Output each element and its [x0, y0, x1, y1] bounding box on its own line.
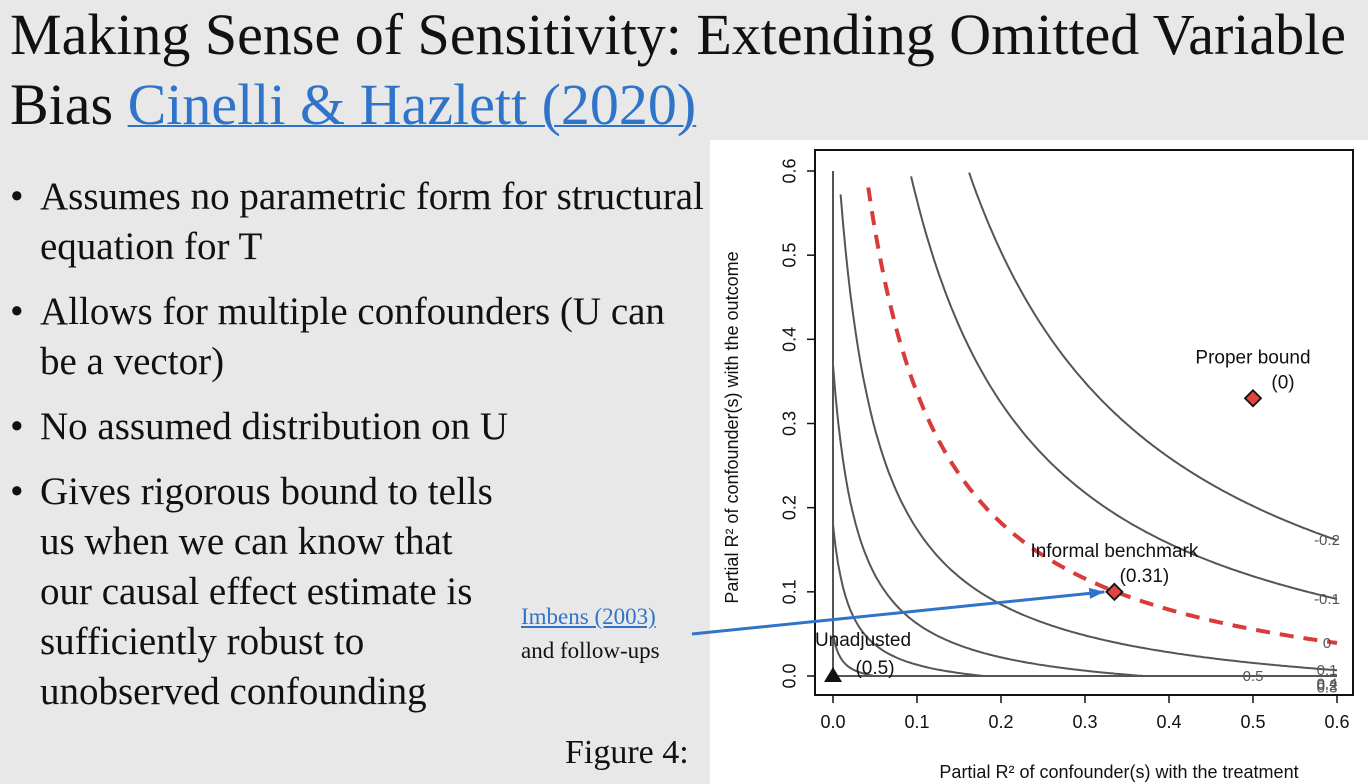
bullet-item: • No assumed distribution on U: [8, 402, 708, 452]
x-tick-label: 0.3: [1072, 712, 1097, 732]
contour-line: [839, 194, 1338, 672]
bullet-dot-icon: •: [10, 175, 24, 218]
unadjusted-point: [824, 667, 842, 682]
bullet-dot-icon: •: [10, 405, 24, 448]
contour-label: 0: [1323, 635, 1331, 652]
point-value-label: (0.31): [1120, 566, 1170, 587]
contour-label: 0.5: [1243, 668, 1264, 685]
y-tick-label: 0.0: [779, 663, 799, 688]
callout-text: and follow-ups: [521, 638, 660, 663]
y-tick-label: 0.1: [779, 579, 799, 604]
contour-line: [832, 524, 985, 677]
slide-title: Making Sense of Sensitivity: Extending O…: [10, 0, 1350, 140]
contour-label: 0.1: [1317, 662, 1338, 679]
contour-lines: 0.5 0.40.30.20.1 0 -0.1 -0.2: [832, 171, 1340, 696]
plot-frame: [814, 149, 1354, 696]
contour-line: [832, 633, 874, 677]
contour-plot-svg: 0.0 0.1 0.2 0.3 0.4 0.5 0.60.00.10.20.30.40.50…: [722, 149, 1354, 782]
contour-label: 0.2: [1317, 677, 1338, 694]
point-label: Unadjusted: [815, 630, 911, 651]
point-label: Informal benchmark: [1030, 541, 1198, 562]
contour-line: [832, 171, 1337, 677]
contour-label: 0.3: [1317, 679, 1338, 696]
contour-label: 0.4: [1317, 676, 1338, 693]
critical-bound-line: [866, 187, 1338, 645]
benchmark-point: [1243, 388, 1263, 408]
callout-link[interactable]: Imbens (2003): [521, 604, 656, 629]
benchmark-point: [1105, 582, 1124, 602]
x-tick-label: 0.6: [1324, 712, 1349, 732]
citation-link[interactable]: Cinelli & Hazlett (2020): [127, 72, 697, 137]
bullet-dot-icon: •: [10, 290, 24, 333]
sensitivity-contour-plot: 0.0 0.1 0.2 0.3 0.4 0.5 0.6 0.0 0.1 0.2 0.3 0.4 0.5 0…: [710, 140, 1368, 784]
x-tick-label: 0.2: [988, 712, 1013, 732]
y-axis-title: Partial R² of confounder(s) with the out…: [722, 251, 742, 603]
callout-annotation: Imbens (2003) and follow-ups: [521, 600, 660, 668]
point-value-label: (0.5): [855, 658, 894, 679]
x-tick-label: 0.4: [1156, 712, 1181, 732]
point-value-label: (0): [1271, 372, 1294, 393]
bullet-item: • Assumes no parametric form for structur…: [8, 172, 708, 272]
point-label: Proper bound: [1195, 347, 1310, 368]
x-axis-title: Partial R² of confounder(s) with the tre…: [939, 762, 1298, 782]
y-tick-label: 0.4: [779, 327, 799, 352]
slide-title-text: Making Sense of Sensitivity: Extending O…: [10, 2, 1346, 137]
contour-line: [910, 176, 1338, 600]
bullet-item: • Gives rigorous bound to tells us when w…: [8, 467, 500, 717]
bullet-list: • Assumes no parametric form for structur…: [8, 172, 708, 732]
y-tick-label: 0.5: [779, 243, 799, 268]
x-tick-label: 0.0: [820, 712, 845, 732]
y-tick-label: 0.2: [779, 495, 799, 520]
bullet-item: • Allows for multiple confounders (U can …: [8, 287, 708, 387]
bullet-dot-icon: •: [10, 470, 24, 513]
contour-label: -0.2: [1314, 532, 1340, 549]
contour-label: -0.1: [1314, 591, 1340, 608]
y-tick-label: 0.3: [779, 411, 799, 436]
x-tick-label: 0.5: [1240, 712, 1265, 732]
x-tick-label: 0.1: [904, 712, 929, 732]
figure-caption: Figure 4:: [565, 734, 689, 771]
contour-line: [968, 172, 1338, 542]
y-tick-label: 0.6: [779, 158, 799, 183]
